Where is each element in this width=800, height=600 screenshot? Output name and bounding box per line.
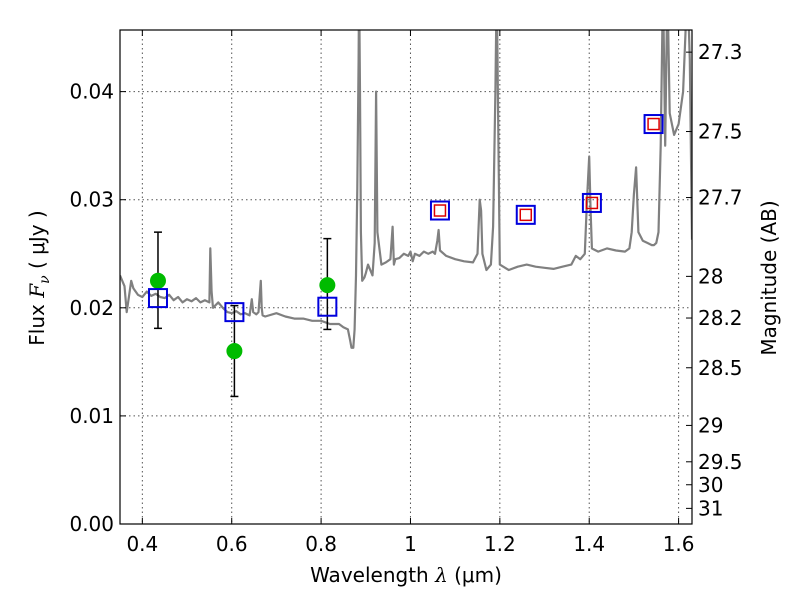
y2-tick-label: 27.5 xyxy=(698,120,743,144)
x-axis-label-units: (μm) xyxy=(448,563,502,587)
x-tick-label: 0.8 xyxy=(305,532,337,556)
y2-tick-label: 27.3 xyxy=(698,40,743,64)
y-tick-label: 0.02 xyxy=(69,296,114,320)
grid-lines xyxy=(120,30,692,524)
y2-tick-label: 30 xyxy=(698,473,723,497)
y2-axis-label: Magnitude (AB) xyxy=(757,200,781,355)
red-box xyxy=(585,196,599,210)
y-tick-label: 0.03 xyxy=(69,188,114,212)
y2-tick-label: 28 xyxy=(698,264,723,288)
y2-tick-label: 29 xyxy=(698,413,723,437)
y2-tick-label: 28.5 xyxy=(698,356,743,380)
y-axis-label-units: ( μJy ) xyxy=(25,210,49,275)
model-box xyxy=(224,302,245,323)
model-spectrum-line xyxy=(120,30,692,349)
y-axis-label-symbol: F xyxy=(25,283,49,299)
observed-point xyxy=(149,272,166,289)
y2-tick-label: 29.5 xyxy=(698,450,743,474)
x-tick-label: 1 xyxy=(404,532,417,556)
observed-point xyxy=(226,343,243,360)
y2-tick-label: 28.2 xyxy=(698,306,743,330)
model-box xyxy=(317,296,338,317)
plot-frame xyxy=(119,29,693,525)
y-axis-label-prefix: Flux xyxy=(25,298,49,346)
x-tick-label: 0.4 xyxy=(126,532,158,556)
x-tick-label: 1.2 xyxy=(484,532,516,556)
red-box xyxy=(433,204,447,217)
model-box xyxy=(147,288,168,309)
x-axis-label-prefix: Wavelength xyxy=(310,563,435,587)
model-box xyxy=(581,192,602,213)
y-axis-label: Flux Fν ( μJy ) xyxy=(25,210,53,345)
y-tick-label: 0.00 xyxy=(69,512,114,536)
red-box xyxy=(519,208,533,222)
red-box xyxy=(647,117,660,131)
axis-tick-labels: 0.4 0.6 0.8 1 1.2 1.4 1.6 0.00 0.01 0.02 0.03 0.04 2… xyxy=(69,40,742,556)
x-tick-label: 0.6 xyxy=(216,532,248,556)
x-tick-label: 1.4 xyxy=(573,532,605,556)
x-tick-label: 1.6 xyxy=(663,532,695,556)
data-markers xyxy=(147,114,664,360)
model-box xyxy=(429,200,450,221)
model-box xyxy=(515,204,536,225)
y-axis-label-subscript: ν xyxy=(37,275,53,284)
x-axis-label: Wavelength λ (μm) xyxy=(310,563,502,587)
y-tick-label: 0.01 xyxy=(69,404,114,428)
observed-point xyxy=(319,277,336,294)
y2-tick-label: 31 xyxy=(698,496,723,520)
y-tick-label: 0.04 xyxy=(69,80,114,104)
axis-ticks xyxy=(120,30,692,525)
x-axis-label-symbol: λ xyxy=(434,563,448,587)
model-box xyxy=(643,114,664,135)
y2-tick-label: 27.7 xyxy=(698,186,743,210)
